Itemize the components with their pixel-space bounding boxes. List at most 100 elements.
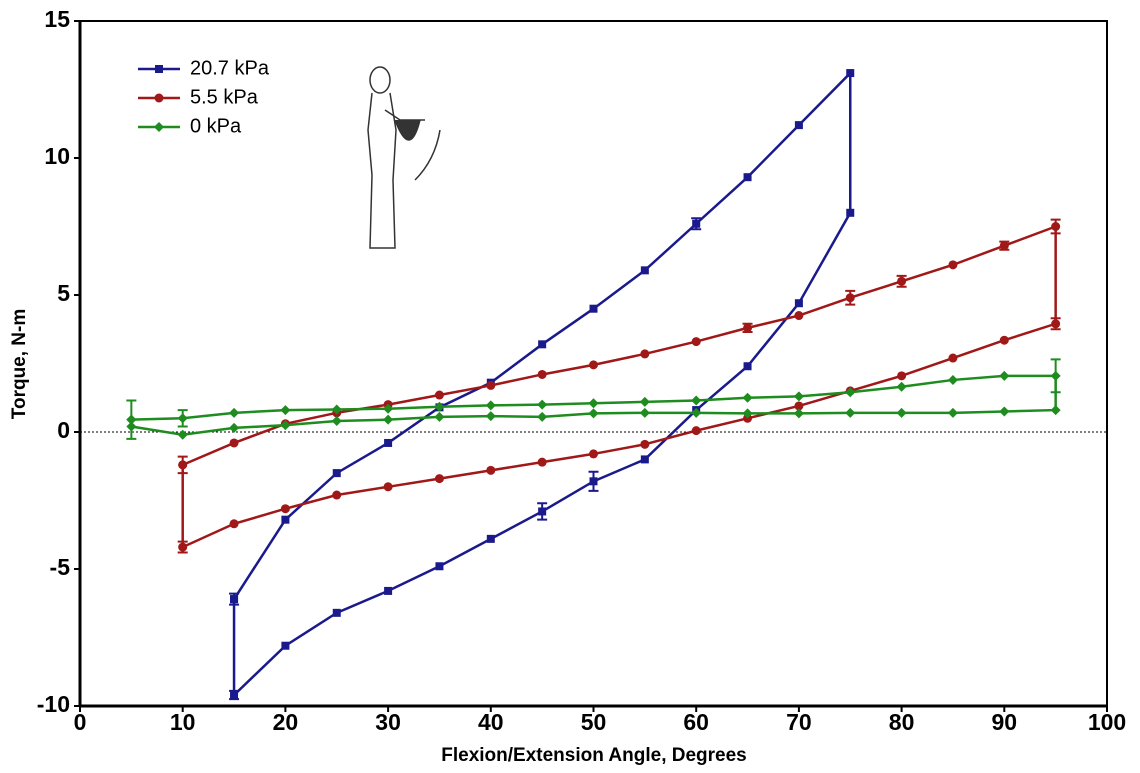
marker <box>691 395 702 406</box>
marker <box>999 335 1009 345</box>
marker <box>692 219 701 228</box>
marker <box>793 408 804 419</box>
marker <box>229 438 239 448</box>
y-tick-label: -10 <box>37 691 70 717</box>
marker <box>743 323 753 333</box>
legend-label: 5.5 kPa <box>190 86 259 108</box>
marker <box>383 482 393 492</box>
marker <box>1051 222 1061 231</box>
y-axis-label: Torque, N-m <box>9 309 30 419</box>
marker <box>178 542 188 552</box>
marker <box>1051 319 1061 329</box>
x-tick-label: 0 <box>74 709 87 735</box>
marker <box>154 93 164 103</box>
marker <box>538 340 547 349</box>
marker <box>177 429 188 440</box>
marker <box>691 407 702 418</box>
marker <box>537 411 548 422</box>
series-line <box>232 70 852 698</box>
y-tick-label: -5 <box>50 554 71 580</box>
marker <box>1050 405 1061 416</box>
y-tick-label: 0 <box>57 417 70 443</box>
x-axis-label: Flexion/Extension Angle, Degrees <box>441 745 746 766</box>
x-tick-label: 40 <box>478 709 504 735</box>
marker <box>845 387 856 398</box>
marker <box>331 404 342 415</box>
marker <box>177 413 188 424</box>
marker <box>485 400 496 411</box>
marker <box>948 353 958 363</box>
marker <box>383 414 394 425</box>
marker <box>794 299 803 308</box>
marker <box>280 405 291 416</box>
marker <box>947 407 958 418</box>
legend-label: 20.7 kPa <box>190 57 270 79</box>
x-tick-label: 70 <box>786 709 812 735</box>
marker <box>640 266 649 275</box>
marker <box>331 416 342 427</box>
marker <box>794 121 803 130</box>
marker <box>691 426 701 436</box>
x-tick-label: 80 <box>889 709 915 735</box>
marker <box>384 586 393 595</box>
marker <box>896 407 907 418</box>
marker <box>794 401 804 411</box>
marker <box>434 401 445 412</box>
marker <box>155 65 163 73</box>
marker <box>434 411 445 422</box>
marker <box>332 490 342 500</box>
marker <box>897 276 907 286</box>
marker <box>229 407 240 418</box>
marker <box>537 457 547 467</box>
x-tick-label: 50 <box>581 709 607 735</box>
marker <box>434 474 444 484</box>
x-tick-label: 60 <box>683 709 709 735</box>
marker <box>485 411 496 422</box>
marker <box>537 399 548 410</box>
legend-label: 0 kPa <box>190 115 242 137</box>
marker <box>230 691 239 700</box>
marker <box>947 374 958 385</box>
x-tick-label: 10 <box>170 709 196 735</box>
marker <box>229 519 239 529</box>
marker <box>896 381 907 392</box>
x-tick-label: 100 <box>1088 709 1126 735</box>
marker <box>589 304 598 313</box>
marker <box>948 260 958 270</box>
marker <box>435 562 444 571</box>
marker <box>743 362 752 371</box>
marker <box>126 421 137 432</box>
marker <box>589 449 598 459</box>
marker <box>229 422 240 433</box>
marker <box>794 311 804 321</box>
marker <box>434 390 444 400</box>
marker <box>332 469 341 478</box>
x-tick-label: 30 <box>375 709 401 735</box>
y-tick-label: 10 <box>44 143 70 169</box>
marker <box>846 208 855 217</box>
marker <box>384 438 393 447</box>
marker <box>742 392 753 403</box>
marker <box>538 507 547 516</box>
x-tick-label: 20 <box>273 709 299 735</box>
marker <box>537 369 547 379</box>
marker <box>486 534 495 543</box>
marker <box>589 360 598 370</box>
marker <box>793 391 804 402</box>
marker <box>486 380 496 390</box>
marker <box>280 420 291 431</box>
marker <box>999 406 1010 417</box>
marker <box>639 407 650 418</box>
marker <box>640 439 650 449</box>
marker <box>588 408 599 419</box>
marker <box>383 403 394 414</box>
marker <box>126 414 137 425</box>
marker <box>846 69 855 78</box>
marker <box>897 371 907 381</box>
illustration <box>367 66 441 249</box>
marker <box>845 407 856 418</box>
marker <box>1050 370 1061 381</box>
marker <box>999 370 1010 381</box>
marker <box>743 173 752 182</box>
y-tick-label: 5 <box>57 280 70 306</box>
